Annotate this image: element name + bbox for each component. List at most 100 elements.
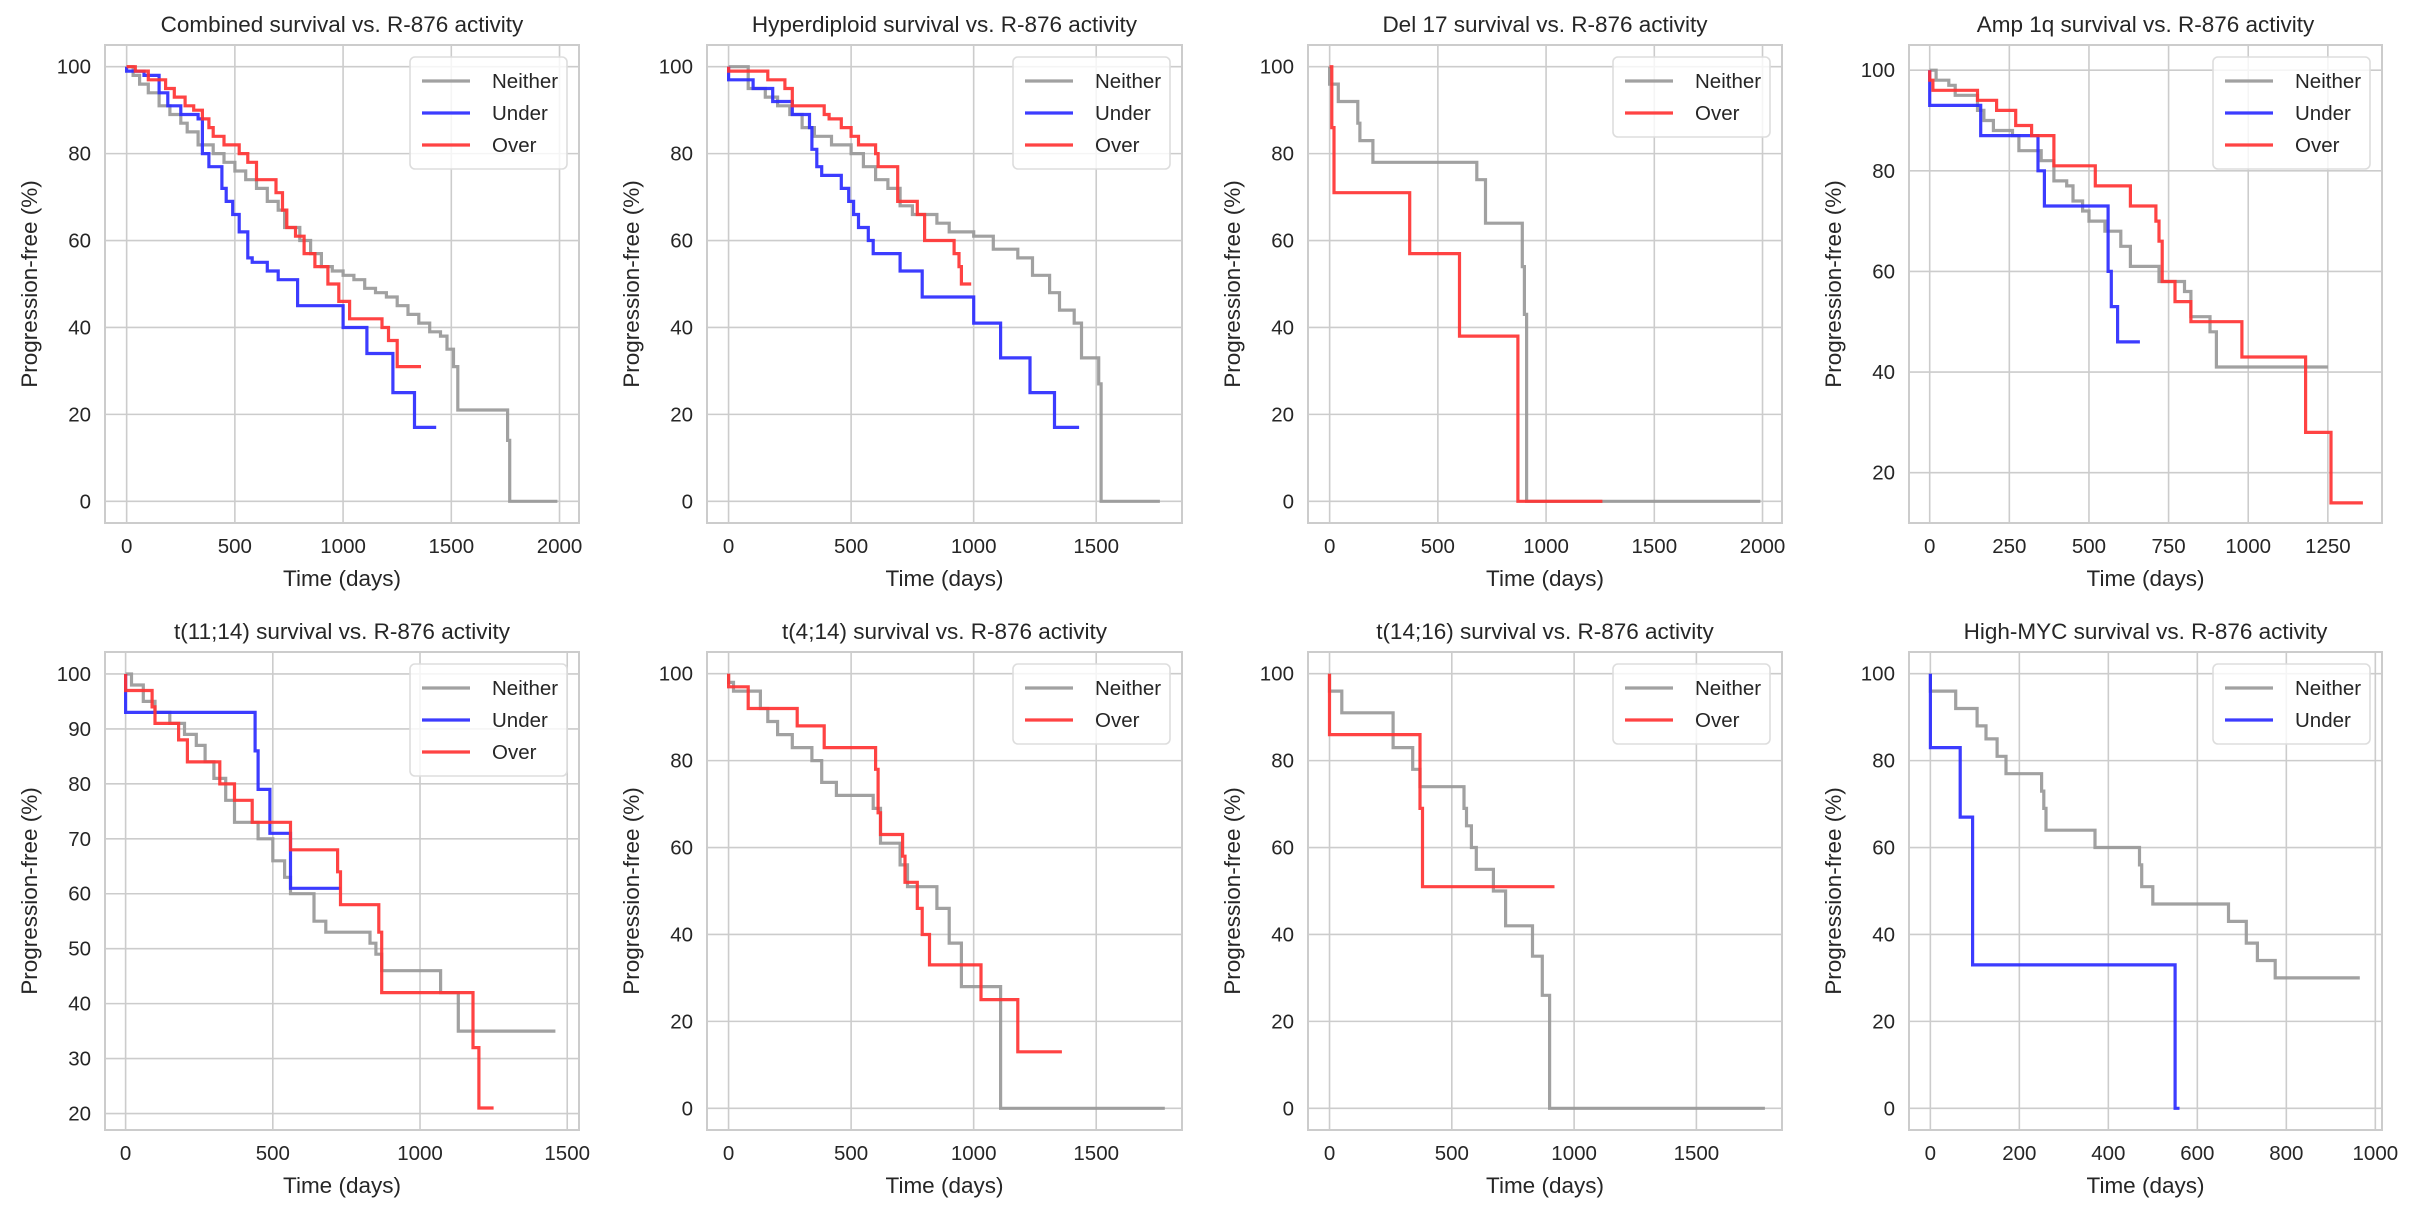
chart-title: Hyperdiploid survival vs. R-876 activity bbox=[752, 12, 1138, 37]
y-tick-label: 100 bbox=[659, 663, 693, 686]
x-tick-label: 500 bbox=[1421, 535, 1455, 558]
series-line-over bbox=[1329, 65, 1603, 503]
x-tick-label: 1000 bbox=[397, 1142, 443, 1165]
x-tick-label: 1000 bbox=[951, 535, 997, 558]
legend-label-neither: Neither bbox=[492, 70, 558, 93]
y-tick-label: 0 bbox=[682, 1097, 693, 1120]
x-tick-label: 1500 bbox=[1073, 1142, 1119, 1165]
chart-title: t(14;16) survival vs. R-876 activity bbox=[1376, 619, 1714, 644]
x-tick-label: 0 bbox=[120, 1142, 131, 1165]
x-axis-label: Time (days) bbox=[283, 566, 401, 591]
y-tick-label: 80 bbox=[670, 143, 693, 166]
x-tick-label: 500 bbox=[1435, 1142, 1469, 1165]
legend: Neither Over bbox=[1012, 663, 1171, 745]
y-tick-label: 0 bbox=[1283, 1097, 1294, 1120]
series-line-neither bbox=[1929, 68, 2328, 369]
axes-frame bbox=[104, 651, 580, 1131]
legend-label-under: Under bbox=[1095, 102, 1151, 125]
chart-panel-2: 0 500 1000 1500 0 20 40 60 80 100 Hyperdiploid sur… bbox=[619, 12, 1183, 591]
y-tick-label: 20 bbox=[68, 403, 91, 426]
legend-label-over: Over bbox=[2295, 134, 2340, 157]
x-tick-label: 1000 bbox=[1523, 535, 1569, 558]
legend: Neither Under Over bbox=[409, 56, 568, 170]
series-line-neither bbox=[1928, 673, 2360, 980]
y-axis-label: Progression-free (%) bbox=[1220, 180, 1245, 388]
y-tick-label: 20 bbox=[1872, 1010, 1895, 1033]
y-tick-label: 80 bbox=[1271, 143, 1294, 166]
legend-label-under: Under bbox=[2295, 102, 2351, 125]
x-tick-label: 1000 bbox=[1551, 1142, 1597, 1165]
x-tick-label: 400 bbox=[2091, 1142, 2125, 1165]
x-tick-label: 750 bbox=[2151, 535, 2185, 558]
x-tick-label: 0 bbox=[723, 1142, 734, 1165]
y-tick-label: 80 bbox=[1271, 750, 1294, 773]
x-tick-label: 1000 bbox=[320, 535, 366, 558]
legend: Neither Under bbox=[2212, 663, 2371, 745]
x-tick-label: 1500 bbox=[544, 1142, 590, 1165]
y-axis-label: Progression-free (%) bbox=[1821, 180, 1846, 388]
chart-panel-1: 0 500 1000 1500 2000 0 20 40 60 80 100 Combined sur… bbox=[17, 12, 582, 591]
y-tick-label: 60 bbox=[670, 837, 693, 860]
legend-label-under: Under bbox=[492, 709, 548, 732]
y-tick-label: 100 bbox=[1260, 663, 1294, 686]
legend-label-over: Over bbox=[1695, 709, 1740, 732]
legend-box bbox=[409, 56, 568, 170]
y-tick-label: 70 bbox=[68, 828, 91, 851]
legend: Neither Under Over bbox=[2212, 56, 2371, 170]
x-tick-label: 2000 bbox=[1740, 535, 1786, 558]
x-tick-label: 1000 bbox=[951, 1142, 997, 1165]
y-tick-label: 100 bbox=[57, 663, 91, 686]
y-tick-label: 40 bbox=[68, 993, 91, 1016]
x-tick-label: 1500 bbox=[1631, 535, 1677, 558]
chart-title: t(4;14) survival vs. R-876 activity bbox=[782, 619, 1108, 644]
y-tick-label: 20 bbox=[670, 1010, 693, 1033]
x-axis-label: Time (days) bbox=[283, 1173, 401, 1198]
x-tick-label: 1500 bbox=[428, 535, 474, 558]
legend-label-over: Over bbox=[492, 134, 537, 157]
chart-title: t(11;14) survival vs. R-876 activity bbox=[174, 619, 511, 644]
x-axis-label: Time (days) bbox=[2087, 566, 2205, 591]
series-line-over bbox=[126, 65, 421, 369]
axes-frame bbox=[1908, 44, 2383, 524]
x-tick-label: 1500 bbox=[1073, 535, 1119, 558]
y-tick-label: 40 bbox=[1872, 361, 1895, 384]
x-tick-label: 0 bbox=[1324, 535, 1335, 558]
y-axis-label: Progression-free (%) bbox=[17, 787, 42, 995]
y-tick-label: 60 bbox=[1872, 837, 1895, 860]
legend-label-over: Over bbox=[1095, 709, 1140, 732]
legend-label-neither: Neither bbox=[1695, 70, 1761, 93]
axes-frame bbox=[104, 44, 580, 524]
x-tick-label: 250 bbox=[1992, 535, 2026, 558]
legend-box bbox=[2212, 663, 2371, 745]
x-tick-label: 600 bbox=[2180, 1142, 2214, 1165]
y-tick-label: 80 bbox=[670, 750, 693, 773]
series-line-under bbox=[1928, 70, 2140, 344]
y-tick-label: 40 bbox=[670, 316, 693, 339]
y-tick-label: 60 bbox=[670, 230, 693, 253]
x-tick-label: 500 bbox=[256, 1142, 290, 1165]
legend-box bbox=[1012, 663, 1171, 745]
y-tick-label: 80 bbox=[68, 773, 91, 796]
y-tick-label: 80 bbox=[1872, 750, 1895, 773]
x-tick-label: 0 bbox=[1924, 535, 1935, 558]
series-line-under bbox=[727, 66, 1080, 429]
x-tick-label: 500 bbox=[218, 535, 252, 558]
y-tick-label: 60 bbox=[1271, 837, 1294, 860]
axes-frame bbox=[706, 44, 1183, 524]
y-tick-label: 40 bbox=[670, 923, 693, 946]
chart-title: Del 17 survival vs. R-876 activity bbox=[1382, 12, 1708, 37]
legend: Neither Under Over bbox=[1012, 56, 1171, 170]
series-line-over bbox=[727, 673, 1062, 1054]
series-line-under bbox=[125, 66, 437, 429]
y-axis-label: Progression-free (%) bbox=[1821, 787, 1846, 995]
series-line-under bbox=[1928, 673, 2180, 1110]
legend-label-over: Over bbox=[1695, 102, 1740, 125]
y-tick-label: 100 bbox=[659, 56, 693, 79]
y-tick-label: 100 bbox=[1260, 56, 1294, 79]
y-axis-label: Progression-free (%) bbox=[17, 180, 42, 388]
axes-frame bbox=[1307, 44, 1783, 524]
x-axis-label: Time (days) bbox=[886, 566, 1004, 591]
axes-frame bbox=[706, 651, 1183, 1131]
legend: Neither Over bbox=[1612, 56, 1771, 138]
x-tick-label: 500 bbox=[2072, 535, 2106, 558]
